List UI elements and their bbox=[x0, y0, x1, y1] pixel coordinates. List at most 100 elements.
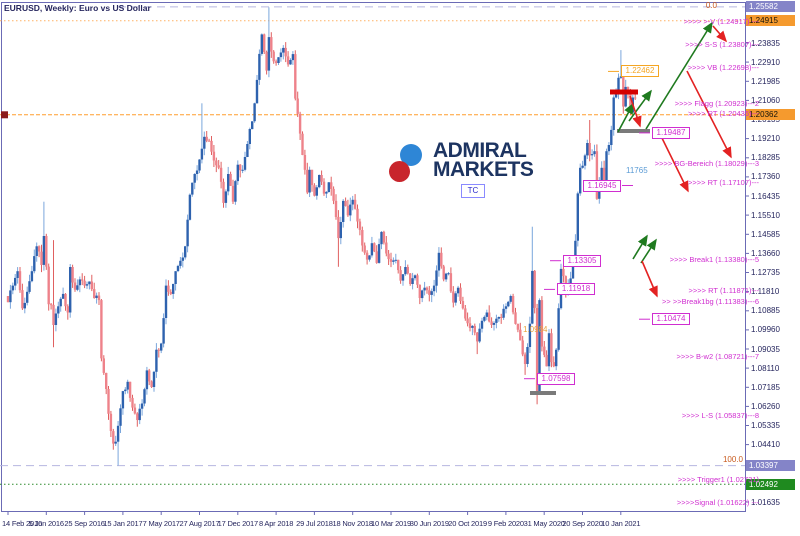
candle-body bbox=[610, 129, 613, 145]
candle-body bbox=[239, 164, 242, 171]
annotation-label: >>>> Break1 (1.13380)---5 bbox=[669, 255, 759, 265]
price-tick-label: 1.11810 bbox=[751, 287, 780, 297]
candle-body bbox=[241, 169, 244, 171]
candle-body bbox=[488, 312, 491, 322]
broker-watermark: ADMIRAL MARKETS bbox=[389, 139, 534, 184]
candle-body bbox=[289, 60, 292, 65]
floating-text: 1.0984 bbox=[523, 325, 548, 334]
date-label: 27 Aug 2017 bbox=[179, 519, 220, 528]
candle-body bbox=[88, 281, 91, 285]
candle-body bbox=[346, 205, 350, 216]
candle-body bbox=[107, 389, 110, 414]
candle-body bbox=[18, 271, 22, 291]
price-axis-box: 1.20362 bbox=[746, 109, 795, 121]
date-label: 7 May 2017 bbox=[142, 519, 180, 528]
candle-body bbox=[500, 317, 503, 318]
candle-body bbox=[423, 287, 426, 291]
candle-body bbox=[248, 129, 251, 144]
candle-body bbox=[73, 282, 77, 290]
candle-body bbox=[377, 244, 381, 263]
candle-body bbox=[605, 151, 608, 182]
candle-body bbox=[619, 76, 623, 78]
candle-body bbox=[526, 347, 529, 364]
annotation-label: >>>> L-S (1.05837)---8 bbox=[681, 411, 759, 421]
candle-body bbox=[385, 242, 388, 254]
candle-body bbox=[523, 354, 527, 364]
candle-body bbox=[176, 265, 180, 272]
candle-body bbox=[330, 182, 333, 189]
date-label: 29 Jul 2018 bbox=[296, 519, 333, 528]
candle-body bbox=[23, 302, 26, 309]
candlesticks bbox=[6, 7, 637, 466]
candle-body bbox=[152, 371, 156, 387]
candle-body bbox=[150, 381, 153, 387]
candle-body bbox=[514, 312, 517, 324]
candle-body bbox=[452, 291, 455, 303]
candle-body bbox=[95, 295, 98, 298]
candle-body bbox=[200, 148, 204, 160]
price-tick-label: 1.07185 bbox=[751, 382, 780, 392]
candle-body bbox=[365, 252, 369, 260]
candle-body bbox=[193, 174, 196, 183]
candle-body bbox=[179, 260, 182, 266]
candle-body bbox=[325, 191, 328, 194]
candle-body bbox=[468, 323, 472, 328]
candle-body bbox=[528, 323, 532, 347]
candle-body bbox=[11, 285, 14, 291]
candle-body bbox=[406, 267, 409, 274]
candle-body bbox=[464, 308, 467, 319]
candle-body bbox=[224, 191, 228, 203]
candle-body bbox=[148, 370, 151, 382]
candle-body bbox=[169, 291, 172, 294]
broker-name-line1: ADMIRAL bbox=[433, 139, 527, 162]
candle-body bbox=[109, 413, 113, 431]
candle-body bbox=[409, 273, 412, 284]
price-axis-box: 1.25582 bbox=[746, 1, 795, 13]
candle-body bbox=[121, 391, 125, 409]
candle-body bbox=[437, 252, 441, 271]
broker-name-line2: MARKETS bbox=[433, 157, 534, 181]
candle-body bbox=[497, 317, 500, 319]
annotation-label: >>>> RT (1.17107)--- bbox=[687, 178, 759, 188]
candle-body bbox=[401, 274, 405, 281]
candle-body bbox=[167, 285, 170, 292]
candle-body bbox=[246, 144, 249, 157]
candle-body bbox=[392, 260, 395, 262]
candle-body bbox=[349, 204, 352, 216]
candle-body bbox=[416, 275, 419, 285]
annotation-label: >> >>Break1bg (1.11383)---6 bbox=[661, 296, 759, 306]
candle-body bbox=[624, 86, 627, 107]
price-tick-label: 1.16435 bbox=[751, 191, 780, 201]
candle-body bbox=[555, 349, 558, 367]
candle-body bbox=[490, 321, 493, 325]
candle-body bbox=[454, 293, 457, 303]
candle-body bbox=[54, 313, 58, 325]
annotation-label: >>>> RT (1.20435)--- bbox=[687, 109, 759, 119]
candle-body bbox=[71, 267, 74, 283]
candle-body bbox=[404, 267, 407, 275]
candle-body bbox=[105, 372, 108, 389]
candle-body bbox=[456, 287, 460, 294]
candle-body bbox=[210, 140, 213, 152]
candle-body bbox=[28, 281, 31, 292]
price-tick-label: 1.21060 bbox=[751, 95, 780, 105]
candle-body bbox=[100, 300, 103, 359]
candle-body bbox=[45, 236, 48, 267]
candle-body bbox=[251, 121, 254, 130]
green-arrow bbox=[640, 238, 657, 264]
candle-body bbox=[373, 243, 376, 252]
chart-price-label: 1.16945 bbox=[583, 179, 621, 192]
candle-body bbox=[614, 94, 618, 98]
candle-body bbox=[586, 143, 589, 156]
candle-body bbox=[160, 343, 163, 351]
candle-body bbox=[231, 185, 235, 202]
candle-body bbox=[353, 199, 357, 209]
candle-body bbox=[531, 270, 534, 324]
candle-body bbox=[205, 136, 208, 141]
candle-body bbox=[476, 332, 479, 342]
date-label: 25 Sep 2016 bbox=[64, 519, 105, 528]
candle-body bbox=[535, 308, 539, 394]
candle-body bbox=[344, 200, 347, 206]
